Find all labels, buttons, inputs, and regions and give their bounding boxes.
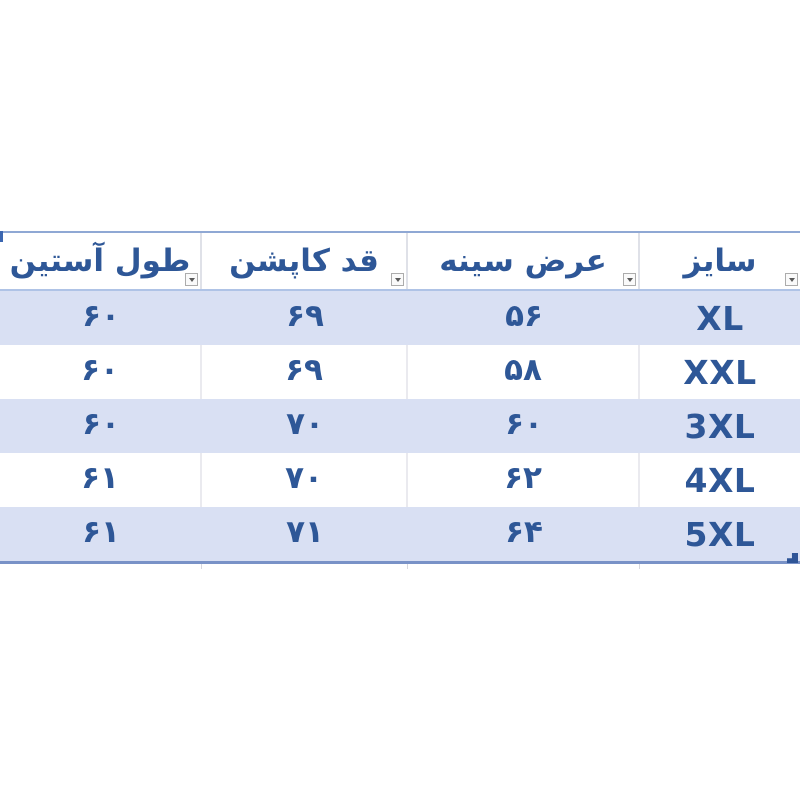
cell-sleeve[interactable]: ۶۱	[0, 453, 202, 507]
filter-dropdown-button-chest-width[interactable]	[623, 273, 636, 286]
cell-length[interactable]: ۶۹	[286, 298, 324, 334]
cell-length[interactable]: ۷۰	[286, 406, 324, 442]
header-cell-jacket-length[interactable]: قد کاپشن	[202, 233, 408, 289]
header-cell-size[interactable]: سایز	[640, 233, 800, 289]
gridline-stub	[201, 564, 202, 569]
table-row-5xl: 5XL ۶۴ ۷۱ ۶۱	[0, 507, 800, 561]
table-row-xxl: XXL ۵۸ ۶۹ ۶۰	[0, 345, 800, 399]
header-label-size: سایز	[683, 243, 757, 279]
table-row-3xl: 3XL ۶۰ ۷۰ ۶۰	[0, 399, 800, 453]
cell-sleeve[interactable]: ۶۰	[0, 345, 202, 399]
table-corner-mark	[0, 231, 3, 242]
cell-length[interactable]: ۷۱	[286, 514, 324, 550]
filter-dropdown-button-jacket-length[interactable]	[391, 273, 404, 286]
cell-size[interactable]: 5XL	[684, 514, 756, 554]
dropdown-arrow-icon	[394, 277, 401, 282]
cell-size[interactable]: 4XL	[684, 460, 756, 500]
cell-chest[interactable]: ۶۴	[505, 514, 543, 550]
cell-size[interactable]: XL	[696, 298, 744, 338]
table-resize-handle[interactable]	[787, 553, 798, 563]
cell-sleeve[interactable]: ۶۰	[82, 406, 120, 442]
dropdown-arrow-icon	[788, 277, 795, 282]
filter-dropdown-button-size[interactable]	[785, 273, 798, 286]
cell-length[interactable]: ۷۰	[202, 453, 408, 507]
gridline-stub	[407, 564, 408, 569]
gridline-stub	[639, 564, 640, 569]
size-chart-table: سایز عرض سینه قد کاپشن طول آستین	[0, 231, 800, 569]
table-row-xl: XL ۵۶ ۶۹ ۶۰	[0, 291, 800, 345]
filter-dropdown-button-sleeve-length[interactable]	[185, 273, 198, 286]
cell-size[interactable]: 3XL	[684, 406, 756, 446]
cell-size[interactable]: XXL	[683, 352, 757, 392]
cell-chest[interactable]: ۵۶	[505, 298, 543, 334]
cell-length[interactable]: ۶۹	[202, 345, 408, 399]
dropdown-arrow-icon	[626, 277, 633, 282]
header-label-sleeve-length: طول آستین	[9, 243, 191, 279]
header-row: سایز عرض سینه قد کاپشن طول آستین	[0, 233, 800, 291]
table-row-4xl: 4XL ۶۲ ۷۰ ۶۱	[0, 453, 800, 507]
header-cell-chest-width[interactable]: عرض سینه	[408, 233, 640, 289]
header-label-chest-width: عرض سینه	[439, 243, 607, 279]
cell-sleeve[interactable]: ۶۱	[82, 514, 120, 550]
cell-chest[interactable]: ۶۰	[505, 406, 543, 442]
cell-sleeve[interactable]: ۶۰	[82, 298, 120, 334]
cell-chest[interactable]: ۶۲	[408, 453, 640, 507]
cell-chest[interactable]: ۵۸	[408, 345, 640, 399]
header-label-jacket-length: قد کاپشن	[229, 243, 379, 279]
header-cell-sleeve-length[interactable]: طول آستین	[0, 233, 202, 289]
dropdown-arrow-icon	[188, 277, 195, 282]
